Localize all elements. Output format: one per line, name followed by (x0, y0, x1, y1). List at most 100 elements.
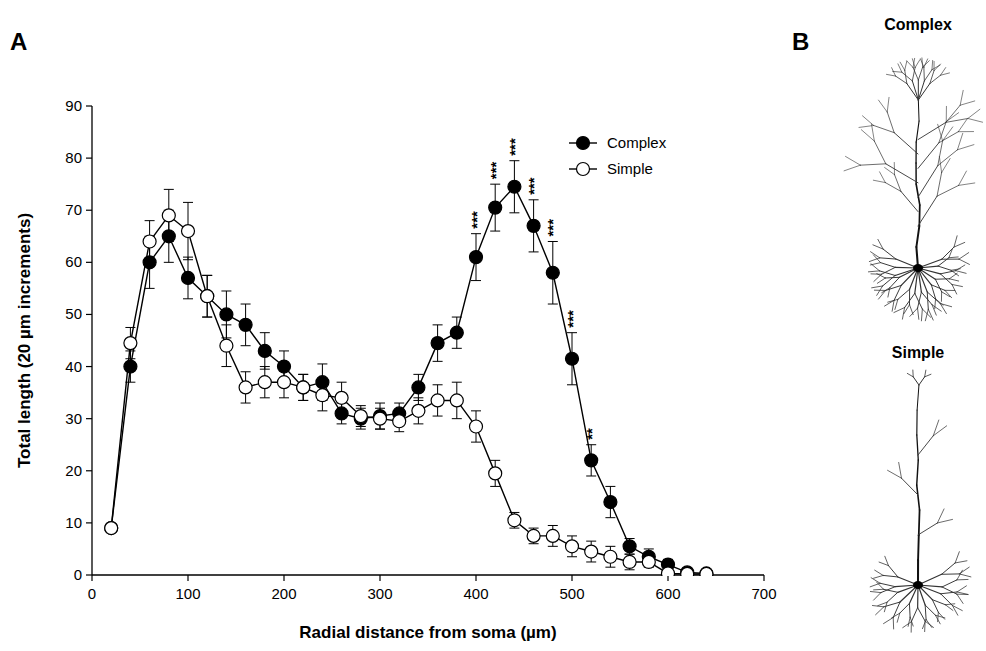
y-tick (86, 366, 92, 367)
dendrite (959, 253, 969, 260)
error-cap (567, 332, 577, 333)
dendrite (881, 263, 896, 268)
dendrite (942, 580, 957, 587)
dendrite (942, 159, 950, 173)
dendrite (886, 74, 895, 76)
dendrite (878, 290, 885, 299)
dendrite (960, 101, 975, 105)
dendrite (912, 68, 915, 81)
data-point (489, 467, 502, 480)
dendrite (899, 462, 902, 478)
data-point (450, 326, 463, 339)
dendrite (913, 67, 918, 80)
dendrite (959, 567, 969, 574)
y-tick-label: 90 (65, 97, 82, 114)
dendrite (932, 305, 936, 315)
dendrite (874, 141, 885, 164)
error-cap (509, 512, 519, 513)
data-point (143, 256, 156, 269)
dendrite (918, 608, 925, 621)
dendrite (871, 264, 880, 271)
dendrite (932, 65, 940, 70)
panel-label: B (792, 28, 809, 55)
y-tick-label: 70 (65, 201, 82, 218)
data-point (182, 225, 195, 238)
dendrite (954, 242, 965, 247)
dendrite (862, 116, 873, 126)
dendrite (871, 124, 874, 141)
data-point (604, 550, 617, 563)
data-point (316, 376, 329, 389)
error-cap (567, 384, 577, 385)
dendrite (925, 374, 931, 377)
error-cap (567, 535, 577, 536)
dendrite (895, 299, 898, 309)
error-cap (605, 486, 615, 487)
error-cap (337, 423, 347, 424)
dendrite (957, 594, 963, 603)
data-point (604, 496, 617, 509)
error-cap (644, 548, 654, 549)
x-tick-label: 200 (271, 585, 296, 602)
error-cap (509, 212, 519, 213)
error-cap (375, 403, 385, 404)
dendrite (924, 70, 932, 81)
data-point (585, 454, 598, 467)
data-point (662, 567, 675, 576)
error-cap (221, 366, 231, 367)
dendrite (913, 58, 915, 67)
dendrite (884, 602, 900, 607)
dendrite (912, 59, 915, 68)
dendrite (876, 607, 884, 615)
series-line (111, 187, 706, 574)
error-cap (548, 546, 558, 547)
dendrite (874, 589, 884, 591)
error-cap (452, 382, 462, 383)
error-cap (586, 541, 596, 542)
dendrite (917, 435, 918, 460)
dendrite (907, 61, 913, 68)
data-point (623, 540, 636, 553)
dendrite (935, 279, 941, 292)
error-cap (202, 275, 212, 276)
dendrite (883, 249, 896, 259)
error-cap (298, 374, 308, 375)
dendrite (871, 578, 880, 584)
dendrite (918, 100, 920, 121)
y-tick (86, 418, 92, 419)
dendrite (915, 293, 923, 309)
error-cap (413, 423, 423, 424)
dendrite (910, 308, 918, 316)
x-tick (475, 575, 476, 581)
dendrite (934, 61, 935, 70)
dendrite (880, 258, 896, 259)
error-cap (586, 561, 596, 562)
data-point (335, 391, 348, 404)
x-tick-label: 400 (463, 585, 488, 602)
error-cap (433, 361, 443, 362)
dendrite (925, 309, 928, 320)
error-cap (452, 317, 462, 318)
dendrite (918, 81, 924, 100)
x-tick-label: 500 (559, 585, 584, 602)
dendrite (900, 603, 910, 613)
y-tick (86, 574, 92, 575)
dendrite (937, 519, 952, 523)
dendrite (871, 273, 882, 274)
dendrite (844, 165, 860, 171)
dendrite (887, 112, 894, 133)
error-cap (625, 538, 635, 539)
dendrite (918, 143, 939, 169)
neuron-drawing (844, 58, 983, 321)
dendrite (919, 377, 925, 385)
dendrite (918, 84, 929, 100)
plot-data (105, 161, 713, 576)
dendrite (957, 586, 966, 592)
dendrite (933, 426, 946, 436)
y-tick (86, 522, 92, 523)
data-point (431, 337, 444, 350)
dendrite (912, 81, 918, 100)
y-tick-label: 20 (65, 462, 82, 479)
dendrite (957, 133, 962, 149)
dendrite (918, 436, 933, 455)
